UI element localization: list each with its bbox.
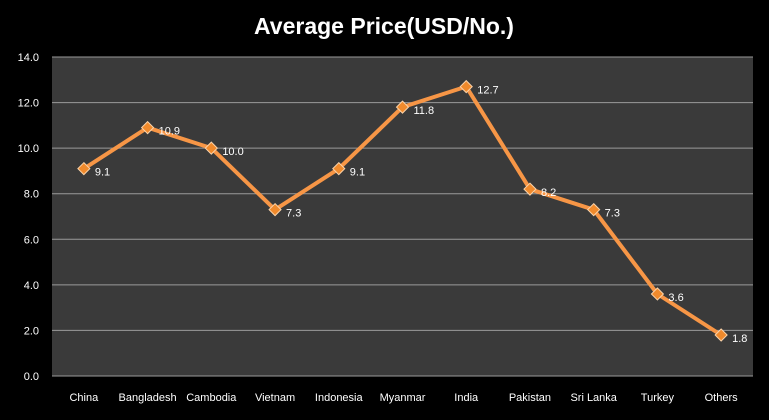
data-point-marker: [332, 161, 346, 176]
x-tick-label: Indonesia: [315, 392, 364, 404]
data-labels: 9.1 10.9 10.0 7.3 9.1 11.8 12.7 8.2 7.3 3.6 1.8: [95, 85, 748, 345]
data-point-marker: [204, 141, 219, 155]
y-axis: 0.0 2.0 4.0 6.0 8.0 10.0 12.0 14.0: [18, 52, 39, 383]
data-label: 3.6: [668, 292, 683, 304]
data-point-marker: [650, 287, 665, 301]
data-label: 12.7: [477, 85, 498, 97]
x-tick-label: Sri Lanka: [570, 392, 617, 404]
y-tick-label: 10.0: [18, 143, 39, 155]
x-tick-label: Vietnam: [255, 392, 295, 404]
x-tick-label: China: [69, 392, 99, 404]
series-group: [77, 79, 728, 342]
x-axis: China Bangladesh Cambodia Vietnam Indonesia M…: [69, 392, 738, 404]
data-label: 10.0: [222, 146, 243, 158]
y-tick-label: 12.0: [18, 98, 39, 110]
data-point-marker: [523, 182, 537, 196]
data-point-marker: [140, 120, 155, 135]
data-label: 9.1: [350, 167, 365, 179]
x-tick-label: Myanmar: [380, 392, 426, 404]
y-tick-label: 14.0: [18, 52, 39, 64]
data-label: 7.3: [605, 208, 620, 220]
data-label: 8.2: [541, 187, 556, 199]
x-tick-label: Pakistan: [509, 392, 551, 404]
gridlines: [52, 56, 753, 377]
data-point-marker: [714, 328, 728, 342]
y-tick-label: 0.0: [24, 371, 39, 383]
x-tick-label: India: [454, 392, 479, 404]
x-tick-label: Turkey: [641, 392, 675, 404]
data-label: 9.1: [95, 167, 110, 179]
y-tick-label: 6.0: [24, 234, 39, 246]
x-tick-label: Bangladesh: [119, 392, 177, 404]
data-point-marker: [395, 100, 410, 114]
data-label: 11.8: [414, 105, 435, 117]
data-point-marker: [268, 202, 282, 217]
x-tick-label: Cambodia: [186, 392, 237, 404]
data-point-marker: [459, 79, 473, 94]
chart-title: Average Price(USD/No.): [254, 13, 514, 39]
y-tick-label: 4.0: [24, 280, 39, 292]
data-label: 10.9: [159, 126, 180, 138]
x-tick-label: Others: [705, 392, 739, 404]
data-label: 7.3: [286, 208, 301, 220]
data-label: 1.8: [732, 333, 747, 345]
data-point-marker: [586, 202, 601, 217]
data-point-marker: [77, 161, 91, 176]
y-tick-label: 2.0: [24, 325, 39, 337]
y-tick-label: 8.0: [24, 189, 39, 201]
